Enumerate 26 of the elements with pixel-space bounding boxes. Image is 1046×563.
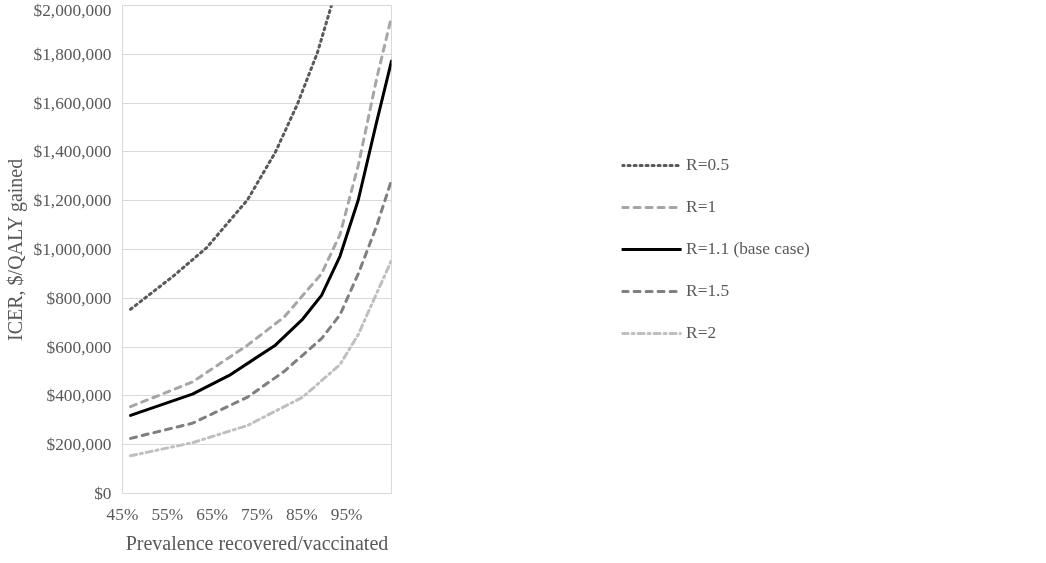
- x-axis-title: Prevalence recovered/vaccinated: [125, 531, 389, 554]
- y-tick-label: $400,000: [46, 386, 112, 406]
- y-tick-label: $1,200,000: [33, 191, 112, 211]
- legend-label: R=1: [686, 197, 717, 217]
- line-series: [129, 5, 333, 311]
- y-tick-label: $1,000,000: [33, 240, 112, 259]
- y-tick-label: $1,800,000: [33, 44, 112, 64]
- x-tick-label: 45%: [106, 504, 139, 524]
- legend-label: R=1.1 (base case): [686, 239, 810, 259]
- x-tick-label: 55%: [151, 504, 184, 524]
- legend-label: R=2: [686, 323, 717, 343]
- y-tick-label: $1,400,000: [33, 142, 112, 162]
- y-tick-label: $1,600,000: [33, 93, 112, 113]
- x-tick-label: 65%: [196, 504, 229, 524]
- legend-label: R=1.5: [686, 281, 730, 301]
- y-tick-label: $800,000: [46, 288, 112, 308]
- y-tick-label: $0: [94, 484, 112, 503]
- y-tick-label: $600,000: [46, 337, 112, 357]
- y-tick-label: $2,000,000: [33, 0, 112, 20]
- y-tick-label: $200,000: [46, 435, 112, 455]
- legend-label: R=0.5: [686, 155, 730, 175]
- line-series: [129, 258, 392, 458]
- x-tick-label: 95%: [330, 504, 363, 524]
- x-tick-label: 85%: [285, 504, 318, 524]
- x-tick-label: 75%: [241, 504, 273, 524]
- y-axis-title: ICER, $/QALY gained: [3, 158, 27, 341]
